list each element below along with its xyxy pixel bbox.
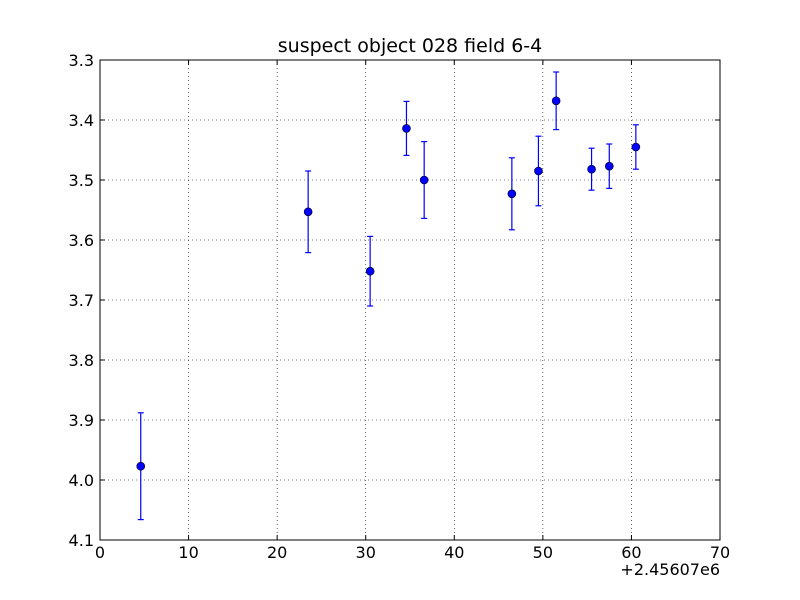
data-marker [551, 96, 561, 106]
data-point [365, 235, 375, 307]
y-tick-label: 3.3 [69, 51, 94, 70]
data-series [136, 71, 641, 521]
y-tick-label: 4.0 [69, 471, 94, 490]
data-marker [136, 461, 146, 471]
x-tick-label: 10 [178, 543, 198, 562]
data-marker [365, 266, 375, 276]
y-tick-label: 3.7 [69, 291, 94, 310]
data-point [303, 170, 313, 254]
x-tick-label: 50 [533, 543, 553, 562]
data-point [534, 135, 543, 207]
x-tick-label: 0 [95, 543, 105, 562]
data-point [587, 147, 596, 191]
y-tick-label: 3.8 [69, 351, 94, 370]
x-tick-label: 60 [621, 543, 641, 562]
data-marker [402, 124, 411, 133]
data-point [631, 124, 641, 170]
data-point [402, 100, 411, 156]
data-point [419, 141, 429, 219]
data-marker [631, 142, 641, 152]
data-marker [534, 166, 543, 176]
data-point [604, 143, 614, 189]
axis-ticks: 0 10 20 30 40 50 60 70 3.3 3.4 3.5 3.6 3.7 3.8 3.9 4.0 4… [69, 51, 731, 562]
data-marker [507, 189, 517, 199]
data-marker [419, 175, 429, 185]
data-point [507, 157, 517, 231]
data-marker [604, 161, 614, 171]
x-tick-label: 20 [267, 543, 287, 562]
x-tick-label: 30 [356, 543, 376, 562]
y-tick-label: 3.5 [69, 171, 94, 190]
x-tick-label: 70 [710, 543, 730, 562]
y-tick-label: 4.1 [69, 531, 94, 550]
grid [100, 60, 720, 540]
chart-title: suspect object 028 field 6-4 [278, 35, 543, 57]
data-point [136, 412, 146, 521]
x-tick-label: 40 [444, 543, 464, 562]
y-tick-label: 3.4 [69, 111, 94, 130]
data-marker [587, 164, 596, 174]
data-point [551, 71, 561, 131]
data-marker [303, 207, 313, 217]
y-tick-label: 3.6 [69, 231, 94, 250]
y-tick-label: 3.9 [69, 411, 94, 430]
x-axis-offset-label: +2.45607e6 [620, 560, 720, 579]
